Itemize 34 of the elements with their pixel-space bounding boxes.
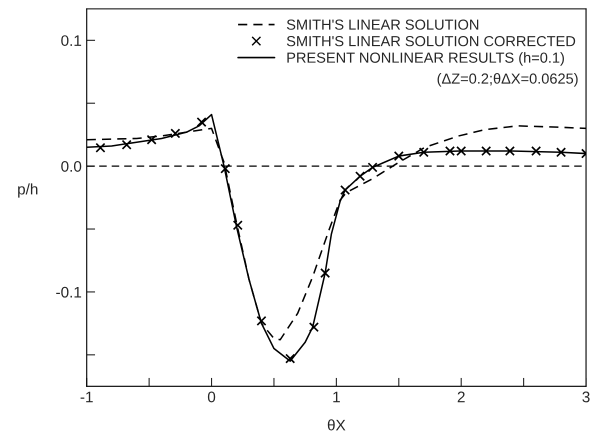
y-tick-label: 0.0	[61, 161, 82, 172]
point	[340, 185, 350, 196]
x-tick-label: 2	[458, 392, 465, 402]
legend-label: SMITH'S LINEAR SOLUTION	[286, 19, 478, 30]
point	[196, 117, 207, 128]
point	[232, 220, 243, 230]
point	[355, 171, 366, 182]
point	[220, 164, 230, 174]
legend-label: PRESENT NONLINEAR RESULTS (h=0.1)	[287, 52, 564, 66]
point	[95, 142, 106, 153]
y-tick-label: 0.1	[61, 35, 82, 46]
x-tick-label: 1	[333, 392, 340, 402]
point	[308, 322, 319, 332]
point	[170, 128, 180, 138]
point	[146, 134, 157, 145]
point	[368, 162, 378, 172]
y-tick-label: -0.1	[56, 286, 82, 298]
point	[394, 151, 404, 162]
point	[556, 147, 566, 158]
point	[481, 146, 492, 156]
point	[320, 268, 330, 278]
x-tick-label: 0	[208, 392, 216, 402]
annotation: (ΔZ=0.2;θΔX=0.0625)	[438, 73, 578, 87]
point	[285, 354, 296, 364]
x-tick-label: -1	[80, 392, 93, 402]
x-axis-title: θX	[328, 419, 346, 430]
point	[531, 146, 542, 156]
y-axis-title: p/h	[18, 183, 38, 198]
x-tick-label: 3	[582, 392, 590, 402]
point	[256, 316, 266, 326]
point	[418, 147, 429, 158]
point	[122, 140, 132, 150]
legend-label: SMITH'S LINEAR SOLUTION CORRECTED	[286, 36, 576, 46]
point	[504, 146, 515, 156]
